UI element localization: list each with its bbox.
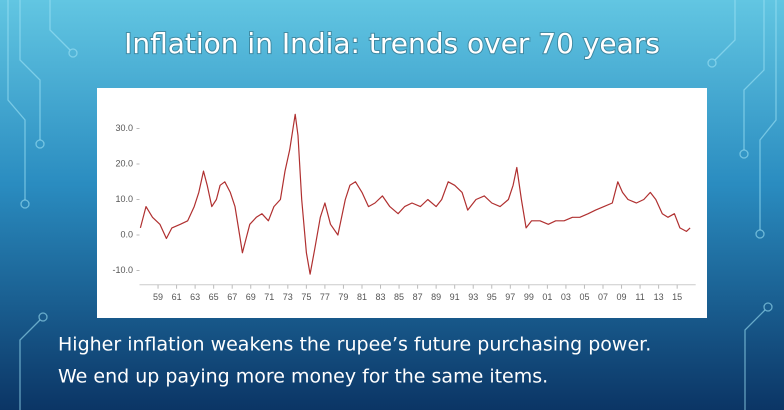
x-tick-label: 99	[524, 292, 534, 302]
x-tick-label: 67	[227, 292, 237, 302]
x-tick-label: 59	[153, 292, 163, 302]
slide-title: Inflation in India: trends over 70 years	[124, 27, 660, 60]
x-tick-label: 09	[617, 292, 627, 302]
plot: -10.0 0.0 10.0 20.0 30.0 59 61 63 65 67 69 71 73 75 77…	[112, 113, 696, 302]
x-tick-label: 85	[394, 292, 404, 302]
x-tick-label: 97	[505, 292, 515, 302]
caption-line: We end up paying more money for the same…	[58, 366, 548, 388]
x-tick-label: 65	[209, 292, 219, 302]
circuit-decoration	[7, 0, 777, 410]
y-tick-label: -10.0	[112, 265, 133, 275]
y-tick-label: 10.0	[115, 194, 133, 204]
x-tick-label: 75	[301, 292, 311, 302]
y-tick-label: 30.0	[115, 123, 133, 133]
caption-line: Higher inflation weakens the rupee’s fut…	[58, 334, 651, 356]
x-tick-label: 11	[635, 292, 644, 302]
chart-panel	[97, 88, 707, 318]
x-tick-label: 81	[357, 292, 367, 302]
x-tick-label: 05	[579, 292, 589, 302]
x-tick-label: 15	[672, 292, 682, 302]
x-tick-label: 07	[598, 292, 608, 302]
x-tick-label: 77	[320, 292, 330, 302]
x-tick-label: 01	[542, 292, 552, 302]
x-tick-label: 71	[264, 292, 274, 302]
inflation-line	[139, 113, 691, 275]
x-tick-label: 87	[413, 292, 423, 302]
x-tick-label: 13	[654, 292, 664, 302]
x-tick-label: 93	[468, 292, 478, 302]
x-tick-label: 89	[431, 292, 441, 302]
x-tick-label: 69	[246, 292, 256, 302]
x-tick-label: 79	[338, 292, 348, 302]
x-tick-label: 95	[487, 292, 497, 302]
x-tick-label: 03	[561, 292, 571, 302]
x-tick-label: 61	[172, 292, 182, 302]
y-tick-label: 0.0	[120, 229, 133, 239]
x-tick-label: 73	[283, 292, 293, 302]
x-tick-label: 83	[376, 292, 386, 302]
x-tick-label: 91	[450, 292, 460, 302]
x-tick-label: 63	[190, 292, 200, 302]
y-tick-label: 20.0	[115, 158, 133, 168]
